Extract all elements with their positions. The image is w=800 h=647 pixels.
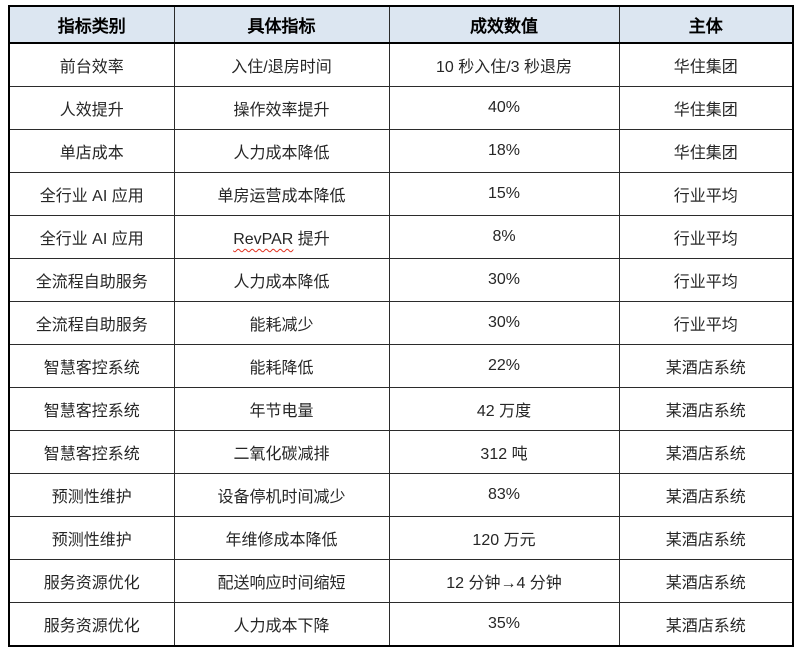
column-header-effect-value: 成效数值 [388,5,620,44]
table-cell: 某酒店系统 [618,559,794,603]
table-cell: 操作效率提升 [173,86,390,130]
table-cell: 行业平均 [618,301,794,345]
table-cell: 行业平均 [618,258,794,302]
table-row: 前台效率 入住/退房时间 10 秒入住/3 秒退房 华住集团 [8,42,794,87]
spellcheck-wavy-text: RevPAR [233,231,294,248]
table-cell: 人效提升 [8,86,175,130]
table-cell: 能耗降低 [173,344,390,388]
table-cell: 某酒店系统 [618,387,794,431]
table-cell: 华住集团 [618,42,794,87]
table-cell: 单房运营成本降低 [173,172,390,216]
table-cell: 30% [388,258,620,302]
table-cell: 某酒店系统 [618,473,794,517]
table-row: 全流程自助服务 人力成本降低 30% 行业平均 [8,258,794,302]
table-row: 预测性维护 年维修成本降低 120 万元 某酒店系统 [8,516,794,560]
table-cell: 预测性维护 [8,473,175,517]
table-cell: 华住集团 [618,86,794,130]
table-cell: 22% [388,344,620,388]
table-row: 智慧客控系统 能耗降低 22% 某酒店系统 [8,344,794,388]
table-row: 全行业 AI 应用 RevPAR 提升 8% 行业平均 [8,215,794,259]
table-cell: 某酒店系统 [618,344,794,388]
table-cell: 年节电量 [173,387,390,431]
table-cell: RevPAR 提升 [173,215,390,259]
table-row: 服务资源优化 人力成本下降 35% 某酒店系统 [8,602,794,647]
table-body: 前台效率 入住/退房时间 10 秒入住/3 秒退房 华住集团 人效提升 操作效率提升 40%… [8,42,794,647]
table-cell: 120 万元 [388,516,620,560]
table-cell: 35% [388,602,620,647]
column-header-specific-indicator: 具体指标 [173,5,390,44]
table-cell: 8% [388,215,620,259]
table-cell: 入住/退房时间 [173,42,390,87]
document-page: 指标类别 具体指标 成效数值 主体 前台效率 入住/退房时间 10 秒入住/3 秒退… [8,5,794,647]
metrics-table: 指标类别 具体指标 成效数值 主体 前台效率 入住/退房时间 10 秒入住/3 秒退… [8,5,794,647]
column-header-indicator-category: 指标类别 [8,5,175,44]
table-cell: 某酒店系统 [618,602,794,647]
table-cell: 预测性维护 [8,516,175,560]
column-header-subject: 主体 [618,5,794,44]
table-row: 全流程自助服务 能耗减少 30% 行业平均 [8,301,794,345]
table-cell: 二氧化碳减排 [173,430,390,474]
table-cell: 智慧客控系统 [8,387,175,431]
table-cell: 华住集团 [618,129,794,173]
table-cell: 服务资源优化 [8,559,175,603]
table-cell: 312 吨 [388,430,620,474]
table-cell: 15% [388,172,620,216]
table-cell: 30% [388,301,620,345]
table-row: 智慧客控系统 二氧化碳减排 312 吨某酒店系统 [8,430,794,474]
table-cell: 人力成本降低 [173,129,390,173]
table-cell: 人力成本下降 [173,602,390,647]
table-cell: 全行业 AI 应用 [8,215,175,259]
table-cell: 42 万度 [388,387,620,431]
table-row: 人效提升 操作效率提升 40% 华住集团 [8,86,794,130]
table-cell: 单店成本 [8,129,175,173]
table-cell: 83% [388,473,620,517]
table-row: 服务资源优化 配送响应时间缩短 12 分钟→4 分钟 某酒店系统 [8,559,794,603]
table-cell: 全流程自助服务 [8,258,175,302]
table-cell: 行业平均 [618,215,794,259]
header-row: 指标类别 具体指标 成效数值 主体 [8,5,794,44]
table-row: 预测性维护 设备停机时间减少 83% 某酒店系统 [8,473,794,517]
table-cell: 18% [388,129,620,173]
table-cell: 全行业 AI 应用 [8,172,175,216]
table-cell: 某酒店系统 [618,430,794,474]
table-cell: 年维修成本降低 [173,516,390,560]
table-cell: 服务资源优化 [8,602,175,647]
table-row: 智慧客控系统 年节电量 42 万度 某酒店系统 [8,387,794,431]
table-cell: 设备停机时间减少 [173,473,390,517]
table-cell: 人力成本降低 [173,258,390,302]
table-cell: 能耗减少 [173,301,390,345]
table-row: 单店成本 人力成本降低 18% 华住集团 [8,129,794,173]
table-cell: 某酒店系统 [618,516,794,560]
table-cell: 行业平均 [618,172,794,216]
table-cell: 智慧客控系统 [8,344,175,388]
table-cell: 智慧客控系统 [8,430,175,474]
table-cell: 10 秒入住/3 秒退房 [388,42,620,87]
table-cell: 配送响应时间缩短 [173,559,390,603]
table-cell: 前台效率 [8,42,175,87]
table-cell: 全流程自助服务 [8,301,175,345]
table-row: 全行业 AI 应用 单房运营成本降低 15% 行业平均 [8,172,794,216]
table-cell: 12 分钟→4 分钟 [388,559,620,603]
table-cell: 40% [388,86,620,130]
table-header: 指标类别 具体指标 成效数值 主体 [8,5,794,44]
